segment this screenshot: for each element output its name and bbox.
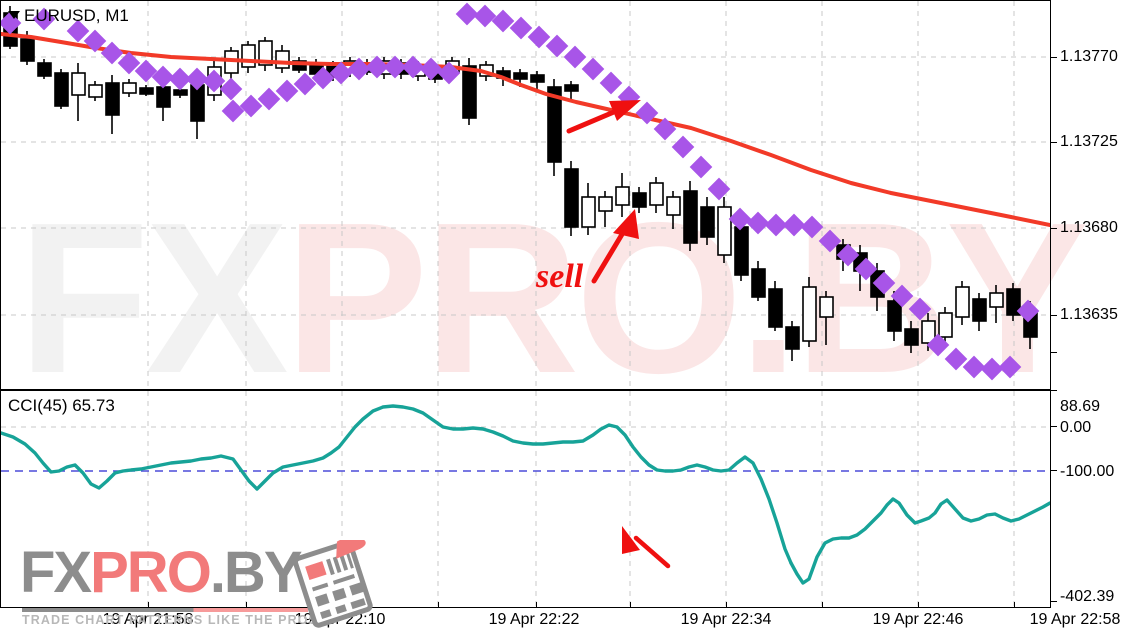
time-tick-4	[630, 602, 631, 608]
sell-annotation-label: sell	[536, 258, 584, 295]
time-axis-label-2: 19 Apr 22:22	[488, 611, 580, 628]
price-tick-2	[1051, 228, 1057, 229]
price-tick-3	[1051, 315, 1057, 316]
cci-indicator-title: CCI(45) 65.73	[8, 396, 115, 415]
price-axis-label-1: 1.13725	[1060, 133, 1118, 150]
price-tick-1	[1051, 142, 1057, 143]
price-chart-panel[interactable]	[0, 0, 1051, 390]
price-axis-label-0: 1.13770	[1060, 48, 1118, 65]
time-axis-label-5: 19 Apr 22:58	[1029, 611, 1121, 628]
cci-indicator-panel[interactable]	[0, 390, 1051, 608]
cci-tick-minus100	[1051, 470, 1057, 471]
cci-tick-0	[1051, 426, 1057, 427]
cci-axis-label-2: -100.00	[1060, 463, 1115, 480]
cci-line-series	[1, 404, 793, 565]
time-tick-8	[1014, 602, 1015, 608]
cci-line-series-cont	[789, 497, 1050, 585]
candlestick-series	[3, 6, 1038, 361]
time-axis-label-1: 19 Apr 22:10	[294, 611, 386, 628]
time-axis-label-4: 19 Apr 22:46	[872, 611, 964, 628]
moving-average-line	[1, 32, 1050, 227]
cci-plot-svg	[1, 391, 1050, 607]
price-tick-current	[1051, 352, 1057, 353]
time-tick-1	[246, 602, 247, 608]
cci-axis-label-3: -402.39	[1060, 588, 1115, 605]
time-tick-3	[536, 602, 537, 608]
time-tick-5	[726, 602, 727, 608]
price-axis-label-2: 1.13680	[1060, 219, 1118, 236]
cci-grid	[1, 391, 1050, 607]
triangle-down-icon[interactable]	[8, 11, 20, 19]
annotation-arrow-upper	[566, 100, 641, 134]
annotation-arrow-sell	[591, 209, 639, 284]
time-axis-label-3: 19 Apr 22:34	[680, 611, 772, 628]
time-tick-6	[822, 602, 823, 608]
time-tick-0	[148, 602, 149, 608]
cci-tick-bottom	[1051, 601, 1057, 602]
cci-annotation-arrow	[622, 526, 671, 569]
cci-tick-top	[1051, 390, 1057, 391]
symbol-title: EURUSD, M1	[24, 6, 129, 25]
time-tick-7	[918, 602, 919, 608]
price-axis-label-3: 1.13635	[1060, 306, 1118, 323]
cci-axis-label-0: 88.69	[1060, 398, 1101, 415]
price-plot-svg	[1, 1, 1050, 389]
time-tick-2	[438, 602, 439, 608]
price-grid	[1, 1, 1050, 389]
cci-axis-label-1: 0.00	[1060, 419, 1092, 436]
time-axis-label-0: 19 Apr 21:58	[102, 611, 194, 628]
price-tick-0	[1051, 57, 1057, 58]
